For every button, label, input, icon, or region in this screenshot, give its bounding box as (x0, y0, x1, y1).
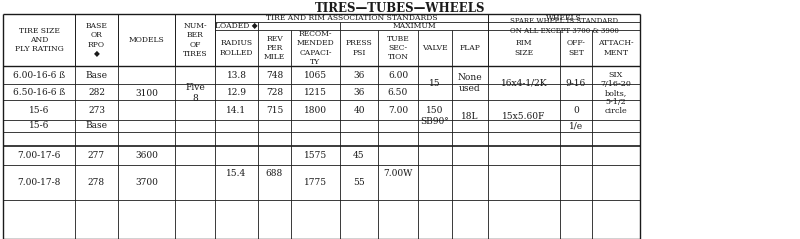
Text: 728: 728 (266, 87, 283, 97)
Text: 6.00: 6.00 (388, 71, 408, 80)
Text: 15.4: 15.4 (226, 168, 246, 178)
Text: 15-6: 15-6 (29, 105, 49, 114)
Text: OFF-
SET: OFF- SET (566, 39, 586, 57)
Text: ATTACH-
MENT: ATTACH- MENT (598, 39, 634, 57)
Text: SPARE WHEEL IS STANDARD
ON ALL EXCEPT 3700 & 3900: SPARE WHEEL IS STANDARD ON ALL EXCEPT 37… (510, 17, 618, 35)
Text: PRESS
PSI: PRESS PSI (346, 39, 372, 57)
Text: TIRE AND RIM ASSOCIATION STANDARDS: TIRE AND RIM ASSOCIATION STANDARDS (266, 14, 438, 22)
Text: 1575: 1575 (304, 151, 327, 160)
Text: 15: 15 (429, 78, 441, 87)
Text: RECOM-
MENDED
CAPACI-
TY: RECOM- MENDED CAPACI- TY (297, 30, 334, 66)
Text: MAXIMUM: MAXIMUM (392, 22, 436, 30)
Text: 282: 282 (88, 87, 105, 97)
Text: WHEELS: WHEELS (546, 14, 582, 22)
Text: Base: Base (86, 121, 107, 130)
Text: 1800: 1800 (304, 105, 327, 114)
Text: 748: 748 (266, 71, 283, 80)
Text: None
used: None used (458, 73, 482, 93)
Text: 3700: 3700 (135, 178, 158, 187)
Text: 55: 55 (353, 178, 365, 187)
Text: TUBE
SEC-
TION: TUBE SEC- TION (386, 35, 410, 61)
Text: REV
PER
MILE: REV PER MILE (264, 35, 285, 61)
Text: 0: 0 (573, 105, 579, 114)
Text: 277: 277 (88, 151, 105, 160)
Text: 6.50: 6.50 (388, 87, 408, 97)
Text: 12.9: 12.9 (226, 87, 246, 97)
Text: 273: 273 (88, 105, 105, 114)
Text: 18L: 18L (462, 112, 478, 120)
Text: BASE
OR
RPO
◆: BASE OR RPO ◆ (86, 22, 107, 58)
Text: 36: 36 (354, 71, 365, 80)
Text: 3600: 3600 (135, 151, 158, 160)
Text: 7.00-17-6: 7.00-17-6 (18, 151, 61, 160)
Text: 3100: 3100 (135, 88, 158, 98)
Text: 15x5.60F: 15x5.60F (502, 112, 546, 120)
Text: 7.00W: 7.00W (383, 168, 413, 178)
Text: TIRE SIZE
AND
PLY RATING: TIRE SIZE AND PLY RATING (14, 27, 63, 53)
Text: 45: 45 (353, 151, 365, 160)
Text: 7.00: 7.00 (388, 105, 408, 114)
Text: 1065: 1065 (304, 71, 327, 80)
Text: Five
8: Five 8 (185, 83, 205, 103)
Text: MODELS: MODELS (129, 36, 164, 44)
Text: 6.50-16-6 ß: 6.50-16-6 ß (13, 87, 65, 97)
Text: SIX
7/16-20
bolts,
5-1/2
circle: SIX 7/16-20 bolts, 5-1/2 circle (601, 71, 631, 115)
Text: 6.00-16-6 ß: 6.00-16-6 ß (13, 71, 65, 80)
Text: 1/e: 1/e (569, 121, 583, 130)
Text: 278: 278 (88, 178, 105, 187)
Text: NUM-
BER
OF
TIRES: NUM- BER OF TIRES (182, 22, 207, 58)
Text: 14.1: 14.1 (226, 105, 246, 114)
Text: Base: Base (86, 71, 107, 80)
Text: 9-16: 9-16 (566, 78, 586, 87)
Text: 16x4-1/2K: 16x4-1/2K (501, 78, 547, 87)
Text: 40: 40 (354, 105, 365, 114)
Text: 1775: 1775 (304, 178, 327, 187)
Text: 150
SB90°: 150 SB90° (421, 106, 450, 126)
Text: RIM
SIZE: RIM SIZE (514, 39, 534, 57)
Text: FLAP: FLAP (459, 44, 481, 52)
Text: 7.00-17-8: 7.00-17-8 (18, 178, 61, 187)
Text: TIRES—TUBES—WHEELS: TIRES—TUBES—WHEELS (314, 1, 486, 15)
Text: RADIUS
ROLLED: RADIUS ROLLED (220, 39, 254, 57)
Text: VALVE: VALVE (422, 44, 448, 52)
Text: 36: 36 (354, 87, 365, 97)
Text: 1215: 1215 (304, 87, 327, 97)
Text: 715: 715 (266, 105, 283, 114)
Text: 13.8: 13.8 (226, 71, 246, 80)
Text: 15-6: 15-6 (29, 121, 49, 130)
Text: 688: 688 (266, 168, 283, 178)
Text: LOADED ◆: LOADED ◆ (215, 22, 258, 30)
